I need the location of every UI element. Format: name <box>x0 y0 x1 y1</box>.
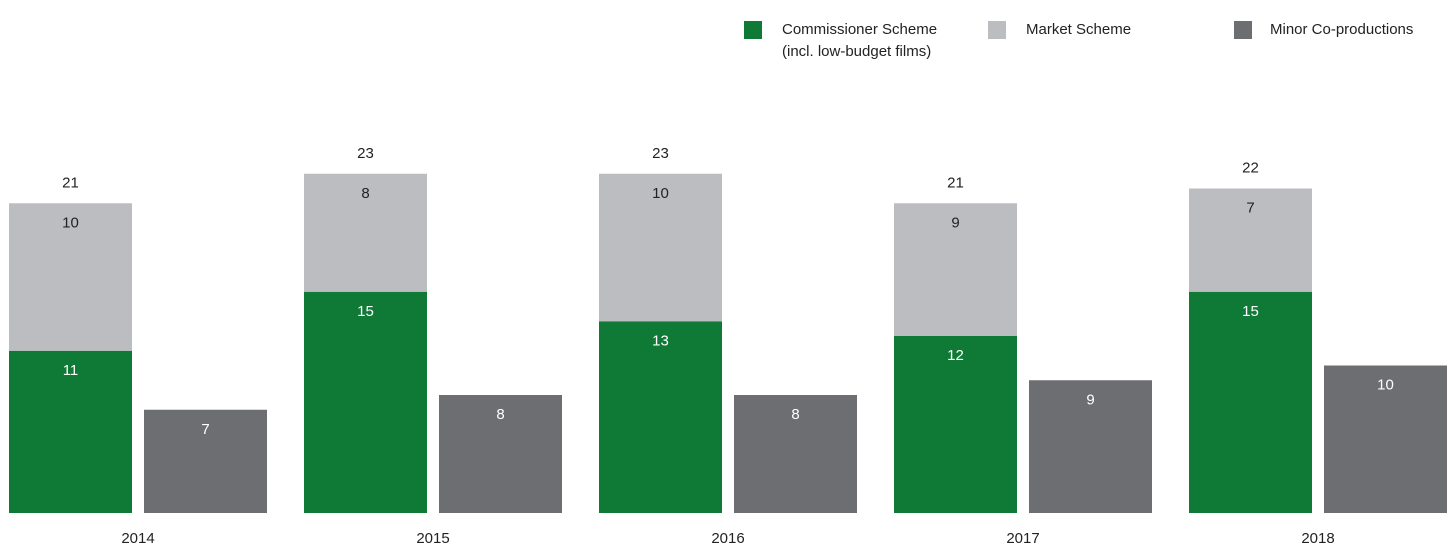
bar-commissioner-2014 <box>9 350 132 513</box>
category-label-2016: 2016 <box>711 530 744 547</box>
bar-commissioner-2016 <box>599 321 722 513</box>
data-label-commissioner-2016: 13 <box>652 332 669 349</box>
legend-sublabel-commissioner-scheme: (incl. low-budget films) <box>782 43 932 60</box>
data-label-commissioner-2015: 15 <box>357 303 374 320</box>
legend-label-minor-co-productions: Minor Co-productions <box>1270 21 1414 38</box>
data-label-minor-2017: 9 <box>1086 391 1094 408</box>
bar-minor-2018 <box>1324 365 1447 513</box>
bar-market-2018 <box>1189 188 1312 292</box>
bar-minor-2017 <box>1029 380 1152 513</box>
bar-minor-2016 <box>734 395 857 513</box>
category-label-2017: 2017 <box>1006 530 1039 547</box>
data-label-commissioner-2017: 12 <box>947 347 964 364</box>
bar-market-2016 <box>599 173 722 322</box>
legend-swatch-minor-co-productions <box>1234 21 1252 39</box>
data-label-minor-2015: 8 <box>496 406 504 423</box>
total-label-2015: 23 <box>357 145 374 162</box>
data-label-commissioner-2018: 15 <box>1242 303 1259 320</box>
bar-commissioner-2015 <box>304 291 427 513</box>
data-label-market-2014: 10 <box>62 214 79 231</box>
total-label-2018: 22 <box>1242 160 1259 177</box>
legend-label-market-scheme: Market Scheme <box>1026 21 1132 38</box>
data-label-market-2017: 9 <box>951 214 959 231</box>
bar-market-2017 <box>894 203 1017 336</box>
data-label-minor-2018: 10 <box>1377 377 1394 394</box>
bar-market-2015 <box>304 173 427 292</box>
data-label-minor-2016: 8 <box>791 406 799 423</box>
category-label-2014: 2014 <box>121 530 154 547</box>
data-label-commissioner-2014: 11 <box>63 362 79 379</box>
total-label-2017: 21 <box>947 174 964 191</box>
legend-swatch-market-scheme <box>988 21 1006 39</box>
category-label-2018: 2018 <box>1301 530 1334 547</box>
bar-minor-2015 <box>439 395 562 513</box>
bar-commissioner-2018 <box>1189 291 1312 513</box>
data-label-minor-2014: 7 <box>201 421 209 438</box>
data-label-market-2016: 10 <box>652 185 669 202</box>
data-label-market-2018: 7 <box>1246 200 1254 217</box>
total-label-2016: 23 <box>652 145 669 162</box>
category-label-2015: 2015 <box>416 530 449 547</box>
data-label-market-2015: 8 <box>361 185 369 202</box>
bar-commissioner-2017 <box>894 336 1017 513</box>
chart-legend: Commissioner Scheme (incl. low-budget fi… <box>0 20 1448 80</box>
bar-market-2014 <box>9 203 132 351</box>
bar-minor-2014 <box>144 409 267 513</box>
total-label-2014: 21 <box>62 174 79 191</box>
legend-swatch-commissioner-scheme <box>744 21 762 39</box>
legend-label-commissioner-scheme: Commissioner Scheme <box>782 21 938 38</box>
